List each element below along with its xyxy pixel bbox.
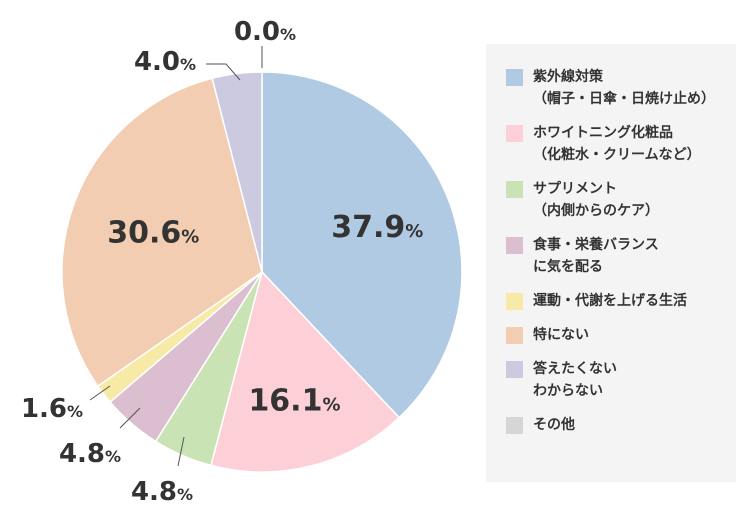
- leader-line: [89, 385, 111, 401]
- legend-label: サプリメント （内側からのケア）: [533, 181, 659, 219]
- legend-swatch: [506, 125, 523, 142]
- pie-slice: [61, 77, 263, 388]
- legend-label: 特にない: [533, 327, 589, 343]
- value-label: 16.1%: [248, 384, 340, 419]
- legend-item: サプリメント （内側からのケア）: [506, 178, 736, 222]
- value-label: 0.0%: [234, 17, 296, 47]
- value-label: 1.6%: [21, 394, 83, 424]
- legend-swatch: [506, 69, 523, 86]
- legend-item: 特にない: [506, 324, 736, 346]
- legend-swatch: [506, 361, 523, 378]
- legend-item: その他: [506, 414, 736, 436]
- legend-swatch: [506, 327, 523, 344]
- value-label: 4.8%: [131, 477, 193, 507]
- legend-swatch: [506, 417, 523, 434]
- value-label: 30.6%: [107, 215, 199, 250]
- pie-slice: [211, 71, 263, 273]
- legend-swatch: [506, 293, 523, 310]
- value-label: 37.9%: [331, 210, 423, 245]
- leader-line: [119, 407, 141, 429]
- legend: 紫外線対策 （帽子・日傘・日焼け止め） ホワイトニング化粧品 （化粧水・クリーム…: [486, 44, 736, 482]
- legend-label: 答えたくない わからない: [533, 361, 617, 399]
- legend-label: 運動・代謝を上げる生活: [533, 293, 687, 309]
- legend-label: ホワイトニング化粧品 （化粧水・クリームなど）: [533, 125, 701, 163]
- value-label: 4.0%: [134, 47, 196, 77]
- legend-item: 紫外線対策 （帽子・日傘・日焼け止め）: [506, 66, 736, 110]
- legend-label: その他: [533, 417, 575, 433]
- legend-label: 食事・栄養バランス に気を配る: [533, 237, 659, 275]
- leader-line: [177, 436, 185, 467]
- pie-slice: [210, 270, 401, 473]
- legend-label: 紫外線対策 （帽子・日傘・日焼け止め）: [533, 69, 715, 107]
- legend-item: ホワイトニング化粧品 （化粧水・クリームなど）: [506, 122, 736, 166]
- legend-item: 食事・栄養バランス に気を配る: [506, 234, 736, 278]
- legend-swatch: [506, 237, 523, 254]
- pie-slice: [261, 71, 463, 419]
- legend-item: 答えたくない わからない: [506, 358, 736, 402]
- legend-item: 運動・代謝を上げる生活: [506, 290, 736, 312]
- value-label: 4.8%: [59, 439, 121, 469]
- leader-line: [206, 63, 241, 81]
- legend-swatch: [506, 181, 523, 198]
